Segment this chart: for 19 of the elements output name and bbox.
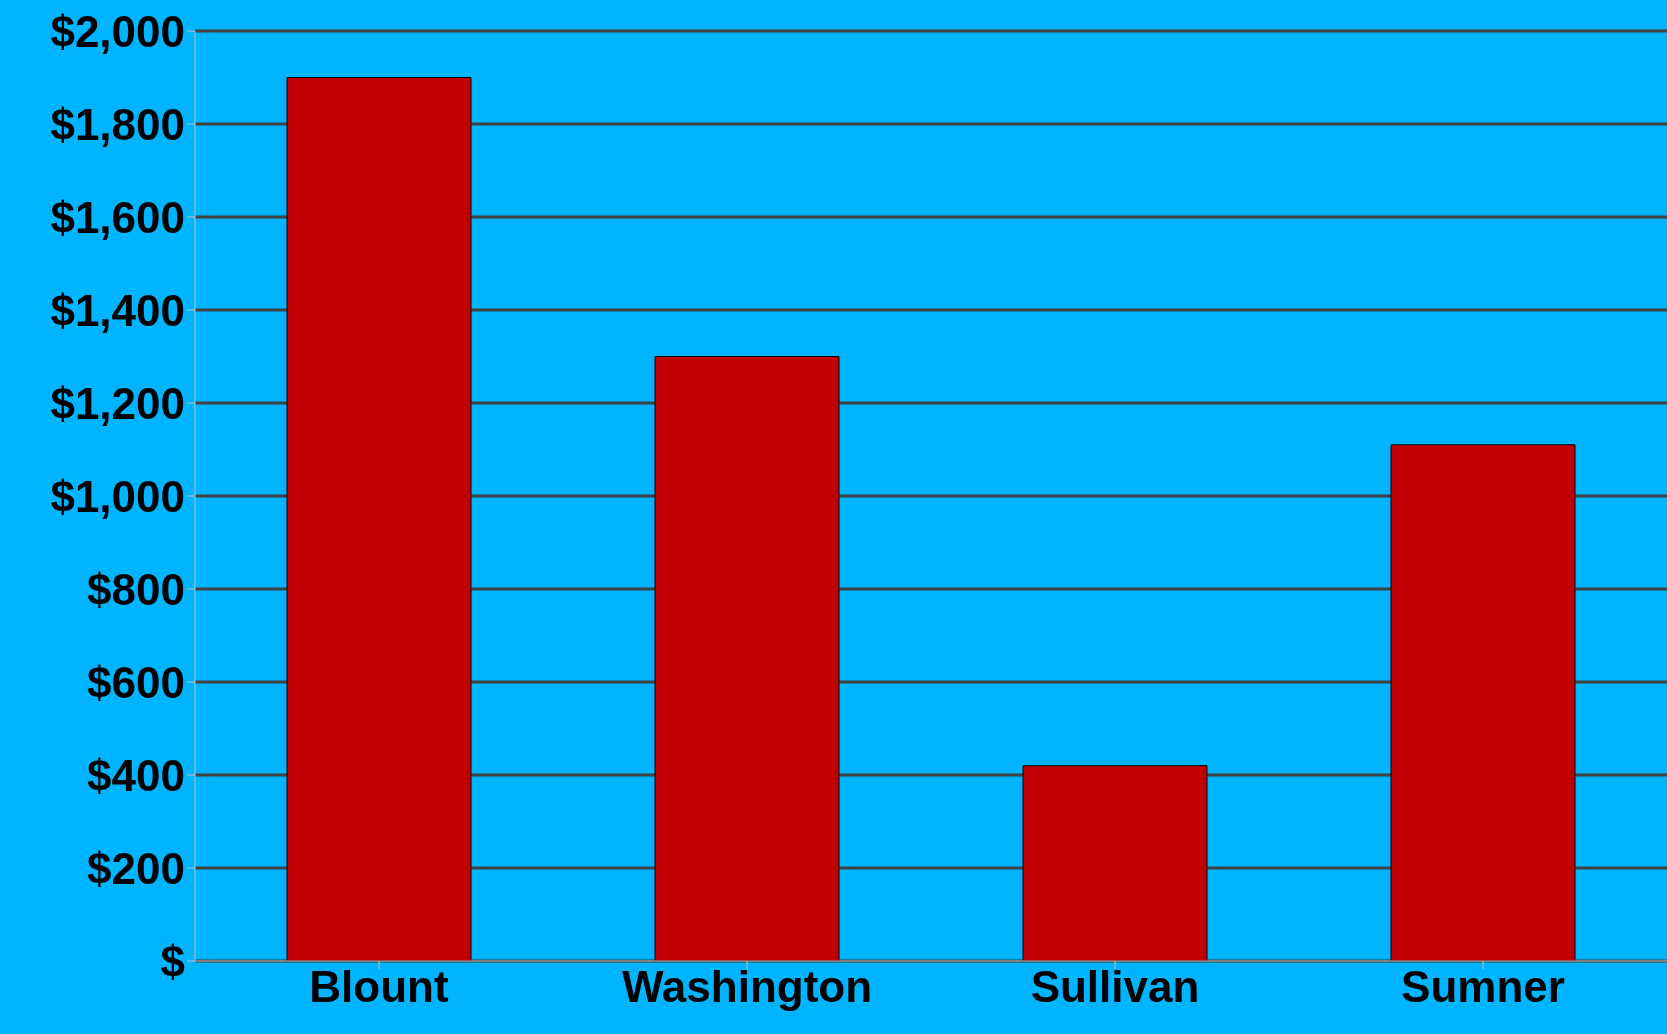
y-tick-label: $1,800	[50, 99, 185, 149]
y-tick-label: $1,000	[50, 471, 185, 521]
y-tick-label: $1,200	[50, 378, 185, 428]
y-tick-label: $	[160, 936, 185, 986]
y-tick-label: $1,600	[50, 192, 185, 242]
y-tick-label: $2,000	[50, 6, 185, 56]
bar	[1022, 765, 1208, 961]
x-tick-label: Blount	[309, 962, 449, 1012]
x-tick-label: Washington	[621, 962, 873, 1012]
x-tick-label: Sullivan	[1030, 962, 1200, 1012]
y-tick-label: $600	[87, 657, 185, 707]
bar	[1390, 444, 1576, 961]
x-tick-label: Sumner	[1401, 962, 1565, 1012]
y-tick-label: $1,400	[50, 285, 185, 335]
bar	[654, 356, 840, 961]
y-tick-label: $400	[87, 750, 185, 800]
y-tick-label: $200	[87, 843, 185, 893]
y-tick-label: $800	[87, 564, 185, 614]
bar	[286, 77, 472, 961]
